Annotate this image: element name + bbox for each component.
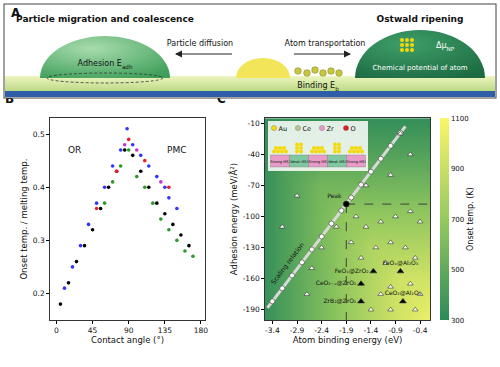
svg-text:-70: -70 [247, 181, 259, 190]
svg-text:Weak MSI: Weak MSI [328, 160, 345, 164]
svg-text:500: 500 [451, 266, 464, 274]
svg-text:CeO₂@Al₂O₃: CeO₂@Al₂O₃ [385, 289, 422, 297]
svg-text:0.2: 0.2 [33, 289, 45, 298]
svg-text:Chemical potential of atom: Chemical potential of atom [372, 64, 467, 72]
svg-text:-3.4: -3.4 [265, 326, 280, 335]
svg-text:-1.4: -1.4 [364, 326, 379, 335]
svg-text:FeOₓ@Al₂O₃: FeOₓ@Al₂O₃ [383, 259, 419, 267]
svg-text:Particle migration and coalesc: Particle migration and coalescence [16, 14, 194, 24]
svg-text:A: A [11, 6, 21, 20]
svg-text:-190: -190 [243, 305, 260, 314]
svg-text:-130: -130 [243, 243, 260, 252]
svg-text:0.5: 0.5 [33, 130, 45, 139]
svg-text:-40: -40 [247, 150, 259, 159]
svg-text:-100: -100 [243, 212, 260, 221]
svg-text:B: B [5, 92, 14, 106]
svg-text:CeO₂₋ₓ@ZrO₂: CeO₂₋ₓ@ZrO₂ [316, 279, 357, 287]
svg-text:Strong MSI: Strong MSI [346, 160, 365, 164]
svg-text:Binding Eb: Binding Eb [297, 81, 339, 92]
svg-text:Zr: Zr [327, 125, 334, 133]
svg-text:-2.9: -2.9 [290, 326, 305, 335]
svg-text:Particle diffusion: Particle diffusion [167, 39, 233, 48]
svg-text:O: O [351, 125, 356, 133]
svg-text:Onset temp. / melting temp.: Onset temp. / melting temp. [19, 159, 29, 280]
svg-text:FeOₓ@ZrO₂: FeOₓ@ZrO₂ [335, 267, 370, 275]
svg-text:-1.9: -1.9 [339, 326, 354, 335]
svg-text:ZrB₂@ZrO₂: ZrB₂@ZrO₂ [323, 297, 356, 305]
svg-text:OR: OR [68, 145, 81, 155]
svg-text:Ostwald ripening: Ostwald ripening [377, 14, 464, 24]
svg-text:Au: Au [279, 125, 288, 133]
svg-text:Ce: Ce [303, 125, 312, 133]
svg-text:Weak MSI: Weak MSI [290, 160, 307, 164]
svg-text:90: 90 [124, 326, 134, 335]
svg-text:45: 45 [88, 326, 98, 335]
svg-text:1100: 1100 [451, 115, 469, 123]
svg-text:C: C [217, 92, 226, 106]
svg-text:0.3: 0.3 [33, 236, 45, 245]
svg-text:-2.4: -2.4 [314, 326, 329, 335]
svg-text:Adhesion Eadh: Adhesion Eadh [78, 59, 133, 70]
svg-text:Onset temp. (K): Onset temp. (K) [466, 187, 475, 251]
svg-text:0.4: 0.4 [33, 183, 45, 192]
svg-text:Atom binding energy (eV): Atom binding energy (eV) [293, 335, 403, 345]
svg-text:Contact angle (°): Contact angle (°) [91, 335, 164, 345]
svg-text:Peak: Peak [327, 192, 342, 199]
svg-text:PMC: PMC [167, 145, 186, 155]
svg-text:-0.9: -0.9 [388, 326, 403, 335]
svg-text:0: 0 [54, 326, 59, 335]
svg-text:-0.4: -0.4 [413, 326, 428, 335]
svg-text:300: 300 [451, 317, 464, 325]
svg-text:-160: -160 [243, 274, 260, 283]
svg-text:Strong MSI: Strong MSI [270, 160, 289, 164]
svg-text:180: 180 [194, 326, 209, 335]
svg-text:Strong MSI: Strong MSI [308, 160, 327, 164]
svg-text:Atom transportation: Atom transportation [285, 39, 366, 48]
svg-text:ΔμNP: ΔμNP [436, 41, 455, 52]
svg-text:Adhesion energy (meV/Å²): Adhesion energy (meV/Å²) [228, 163, 239, 275]
svg-text:900: 900 [451, 165, 464, 173]
svg-text:-10: -10 [247, 119, 259, 128]
svg-text:135: 135 [158, 326, 173, 335]
svg-text:700: 700 [451, 216, 464, 224]
svg-text:Scaling relation: Scaling relation [269, 241, 306, 286]
